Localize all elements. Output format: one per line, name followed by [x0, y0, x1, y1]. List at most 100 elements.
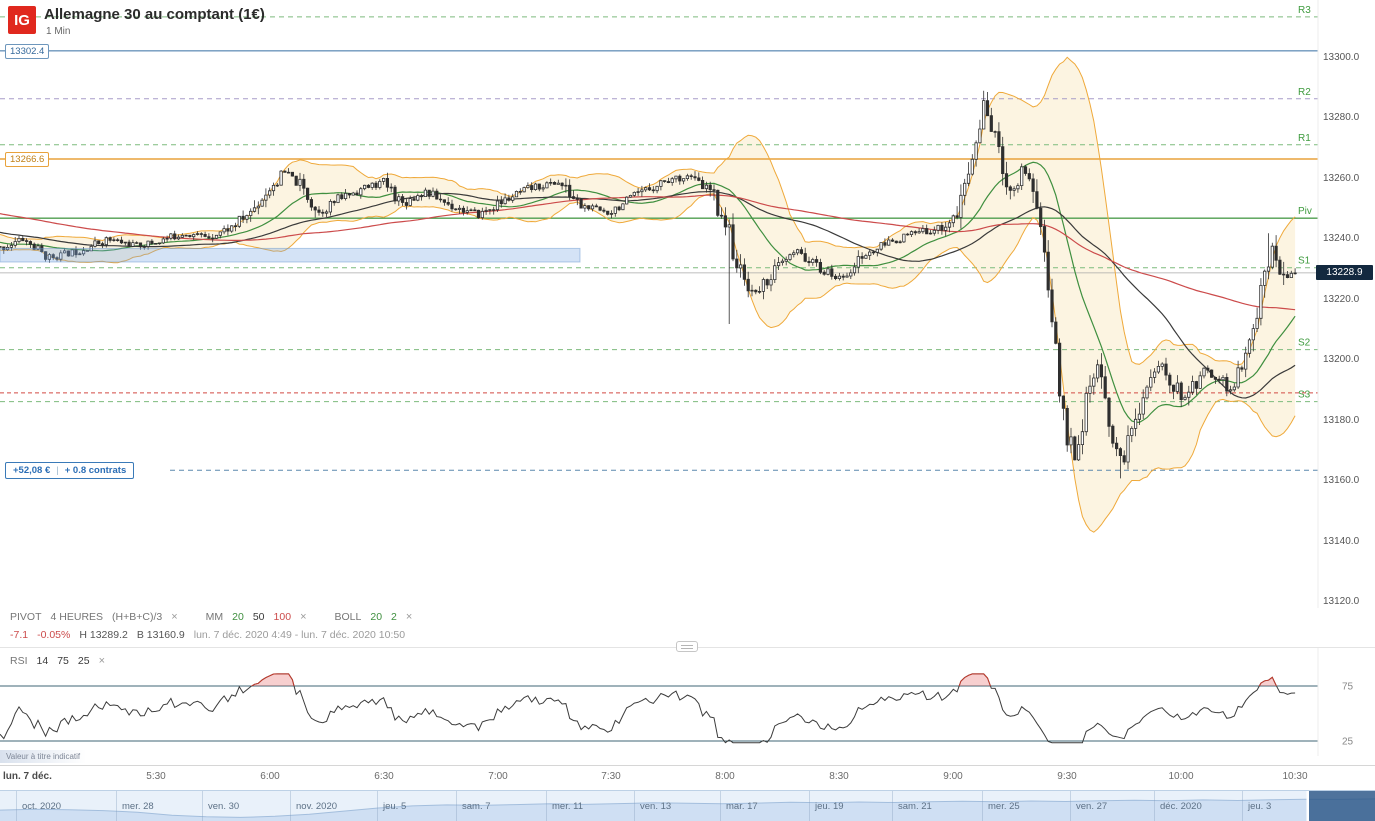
pivot-label-r1: R1 [1298, 133, 1311, 144]
ig-logo: IG [8, 6, 36, 34]
session-range: lun. 7 déc. 2020 4:49 - lun. 7 déc. 2020… [193, 629, 406, 641]
boll-param-1: 2 [391, 611, 397, 623]
pivot-indicator-name: PIVOT [10, 611, 42, 623]
rsi-param-0: 14 [36, 655, 49, 667]
pivot-label-piv: Piv [1298, 206, 1312, 217]
time-axis-label: 8:00 [715, 771, 735, 782]
time-axis-label: 6:30 [374, 771, 394, 782]
pivot-indicator-close-button[interactable]: × [171, 611, 178, 623]
navigator-date-label: ven. 13 [640, 801, 672, 812]
session-change: -7.1 [10, 629, 29, 641]
navigator-date-label: ven. 30 [208, 801, 240, 812]
session-stats-bar: -7.1 -0.05% H 13289.2 B 13160.9 lun. 7 d… [10, 629, 414, 641]
indicative-value-note: Valeur à titre indicatif [0, 750, 87, 763]
navigator-date-label: oct. 2020 [22, 801, 62, 812]
rsi-param-2: 25 [77, 655, 90, 667]
navigator-selection-handle[interactable] [1306, 791, 1310, 821]
price-axis-label: 13220.0 [1323, 294, 1360, 305]
rsi-legend-bar: RSI 14 75 25 × [10, 655, 133, 667]
pivot-param-1: (H+B+C)/3 [112, 611, 163, 623]
time-axis-label: 6:00 [260, 771, 280, 782]
time-axis-label: 9:30 [1057, 771, 1077, 782]
session-low: B 13160.9 [136, 629, 185, 641]
navigator-date-label: sam. 21 [898, 801, 932, 812]
boll-indicator-name: BOLL [334, 611, 362, 623]
position-contracts: + 0.8 contrats [64, 465, 127, 476]
current-price-badge: 13228.9 [1316, 265, 1373, 280]
navigator-tick [809, 791, 810, 821]
pivot-param-0: 4 HEURES [50, 611, 104, 623]
navigator-tick [116, 791, 117, 821]
price-axis-label: 13120.0 [1323, 596, 1360, 607]
price-axis-label: 13200.0 [1323, 354, 1360, 365]
navigator-date-label: mer. 25 [988, 801, 1020, 812]
panel-resize-handle[interactable] [676, 641, 698, 652]
pivot-label-r3: R3 [1298, 5, 1311, 16]
mm-param-1: 50 [252, 611, 265, 623]
time-axis-label: 10:00 [1168, 771, 1194, 782]
price-axis-label: 13260.0 [1323, 173, 1360, 184]
session-high: H 13289.2 [79, 629, 128, 641]
time-axis-label: 8:30 [829, 771, 849, 782]
time-axis-label: lun. 7 déc. [3, 771, 52, 782]
time-axis[interactable]: lun. 7 déc. 5:30 6:00 6:30 7:00 7:30 8:00 8:30 9… [0, 765, 1375, 790]
mm-indicator-legend[interactable]: MM 20 50 100 × [206, 611, 307, 623]
bollinger-band-fill [0, 57, 1296, 533]
rsi-indicator-close-button[interactable]: × [98, 655, 106, 667]
sma-100-line [0, 194, 1296, 311]
rsi-indicator-legend[interactable]: RSI 14 75 25 × [10, 655, 105, 667]
navigator-date-label: mer. 11 [552, 801, 583, 812]
navigator-date-label: jeu. 19 [815, 801, 844, 812]
candle-up-bodies-layer [6, 100, 1297, 463]
navigator-date-label: ven. 27 [1076, 801, 1108, 812]
rsi-param-1: 75 [57, 655, 69, 667]
rsi-indicator-name: RSI [10, 655, 28, 667]
mm-indicator-name: MM [205, 611, 224, 623]
navigator-tick [202, 791, 203, 821]
rsi-panel-canvas[interactable]: 75 25 [0, 648, 1375, 756]
instrument-title: Allemagne 30 au comptant (1€) [44, 6, 265, 23]
navigator-tick [892, 791, 893, 821]
pivot-indicator-legend[interactable]: PIVOT 4 HEURES (H+B+C)/3 × [10, 611, 178, 623]
mm-param-0: 20 [232, 611, 244, 623]
mm-param-2: 100 [273, 611, 292, 623]
navigator-selection[interactable] [1309, 791, 1375, 821]
navigator-tick [377, 791, 378, 821]
sma-50-line [0, 190, 1296, 399]
boll-indicator-close-button[interactable]: × [405, 611, 413, 623]
order-level-band[interactable] [0, 247, 581, 263]
timeline-navigator[interactable]: oct. 2020 mer. 28 ven. 30 nov. 2020 jeu. 5 sa… [0, 790, 1375, 821]
position-separator: | [56, 465, 59, 476]
bollinger-upper-line [0, 56, 1296, 366]
boll-indicator-legend[interactable]: BOLL 20 2 × [335, 611, 413, 623]
navigator-tick [982, 791, 983, 821]
rsi-overbought-fill [0, 673, 1296, 686]
price-tag-res-orange: 13266.6 [5, 152, 50, 167]
pivot-label-s2: S2 [1298, 338, 1311, 349]
main-chart-canvas[interactable]: R3 R2 R1 Piv S1 S2 S3 [0, 0, 1375, 608]
indicator-legend-bar: PIVOT 4 HEURES (H+B+C)/3 × MM 20 50 100 × BOLL 20 2… [10, 611, 440, 623]
navigator-tick [720, 791, 721, 821]
rsi-line [0, 673, 1296, 744]
navigator-tick [16, 791, 17, 821]
rsi-band-label-75: 75 [1342, 682, 1354, 693]
navigator-tick [290, 791, 291, 821]
navigator-tick [1242, 791, 1243, 821]
price-axis-label: 13140.0 [1323, 536, 1360, 547]
navigator-date-label: jeu. 3 [1248, 801, 1272, 812]
mm-indicator-close-button[interactable]: × [300, 611, 307, 623]
candle-down-bodies-layer [0, 100, 1290, 463]
navigator-date-label: sam. 7 [462, 801, 491, 812]
pivot-label-s1: S1 [1298, 256, 1311, 267]
open-position-badge[interactable]: +52,08 € | + 0.8 contrats [5, 462, 135, 479]
price-axis[interactable]: 13300.0 13280.0 13260.0 13240.0 13220.0 13200… [1316, 0, 1375, 608]
time-axis-label: 5:30 [146, 771, 166, 782]
navigator-area [0, 798, 1375, 821]
price-axis-label: 13160.0 [1323, 475, 1360, 486]
time-axis-label: 7:00 [488, 771, 508, 782]
navigator-date-label: nov. 2020 [296, 801, 338, 812]
navigator-minimap[interactable] [0, 791, 1375, 821]
navigator-date-label: mar. 17 [726, 801, 758, 812]
price-axis-label: 13280.0 [1323, 112, 1360, 123]
